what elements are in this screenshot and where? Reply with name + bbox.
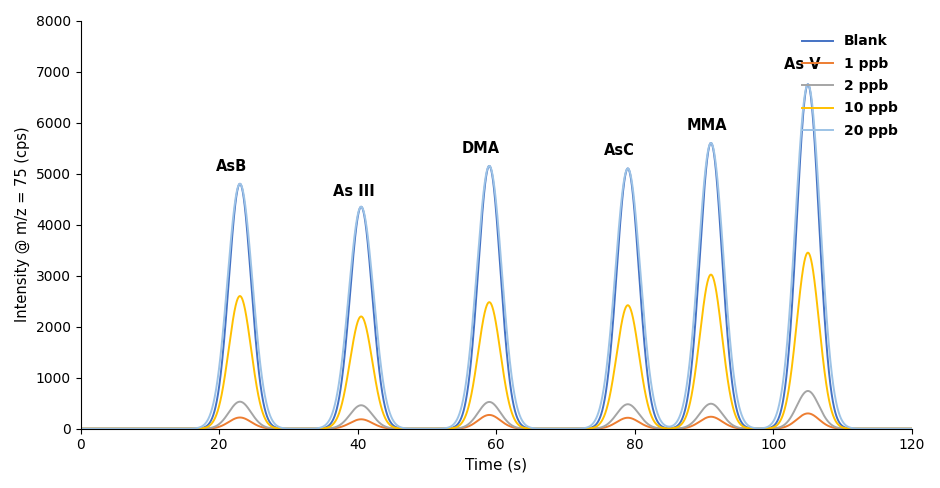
Text: As V: As V: [784, 57, 821, 72]
10 ppb: [802, 250, 813, 256]
1 ppb: [900, 426, 911, 432]
1 ppb: [276, 426, 288, 432]
Line: 10 ppb: 10 ppb: [81, 253, 912, 429]
1 ppb: [388, 426, 400, 431]
Text: As III: As III: [334, 184, 375, 199]
20 ppb: [75, 426, 86, 432]
Line: 2 ppb: 2 ppb: [81, 391, 912, 429]
Text: DMA: DMA: [462, 141, 500, 156]
Blank: [75, 426, 86, 432]
20 ppb: [900, 426, 911, 432]
10 ppb: [906, 426, 917, 432]
Y-axis label: Intensity @ m/z = 75 (cps): Intensity @ m/z = 75 (cps): [15, 127, 30, 323]
10 ppb: [276, 426, 288, 431]
Blank: [273, 425, 284, 431]
X-axis label: Time (s): Time (s): [465, 458, 527, 473]
1 ppb: [906, 426, 917, 432]
1 ppb: [268, 426, 279, 431]
2 ppb: [268, 426, 279, 431]
1 ppb: [447, 426, 459, 431]
20 ppb: [268, 420, 279, 426]
10 ppb: [268, 425, 279, 430]
2 ppb: [273, 426, 284, 431]
20 ppb: [802, 81, 813, 87]
20 ppb: [906, 426, 917, 432]
20 ppb: [388, 419, 400, 425]
10 ppb: [447, 425, 459, 431]
20 ppb: [273, 424, 284, 429]
Blank: [276, 426, 288, 431]
2 ppb: [276, 426, 288, 431]
1 ppb: [273, 426, 284, 431]
2 ppb: [388, 426, 400, 431]
Line: Blank: Blank: [81, 84, 912, 429]
Legend: Blank, 1 ppb, 2 ppb, 10 ppb, 20 ppb: Blank, 1 ppb, 2 ppb, 10 ppb, 20 ppb: [795, 27, 905, 144]
2 ppb: [447, 426, 459, 431]
Line: 20 ppb: 20 ppb: [81, 84, 912, 429]
Text: AsC: AsC: [603, 143, 634, 158]
20 ppb: [276, 425, 288, 431]
Blank: [268, 424, 279, 429]
Blank: [802, 81, 813, 87]
10 ppb: [273, 426, 284, 431]
1 ppb: [802, 410, 813, 416]
Blank: [388, 423, 400, 429]
Line: 1 ppb: 1 ppb: [81, 413, 912, 429]
10 ppb: [75, 426, 86, 432]
Text: MMA: MMA: [687, 118, 728, 133]
2 ppb: [75, 426, 86, 432]
2 ppb: [906, 426, 917, 432]
10 ppb: [900, 426, 911, 432]
20 ppb: [447, 422, 459, 428]
10 ppb: [388, 425, 400, 430]
Blank: [447, 425, 459, 430]
Blank: [900, 426, 911, 432]
1 ppb: [75, 426, 86, 432]
Blank: [906, 426, 917, 432]
2 ppb: [802, 388, 813, 394]
2 ppb: [900, 426, 911, 432]
Text: AsB: AsB: [215, 159, 247, 174]
